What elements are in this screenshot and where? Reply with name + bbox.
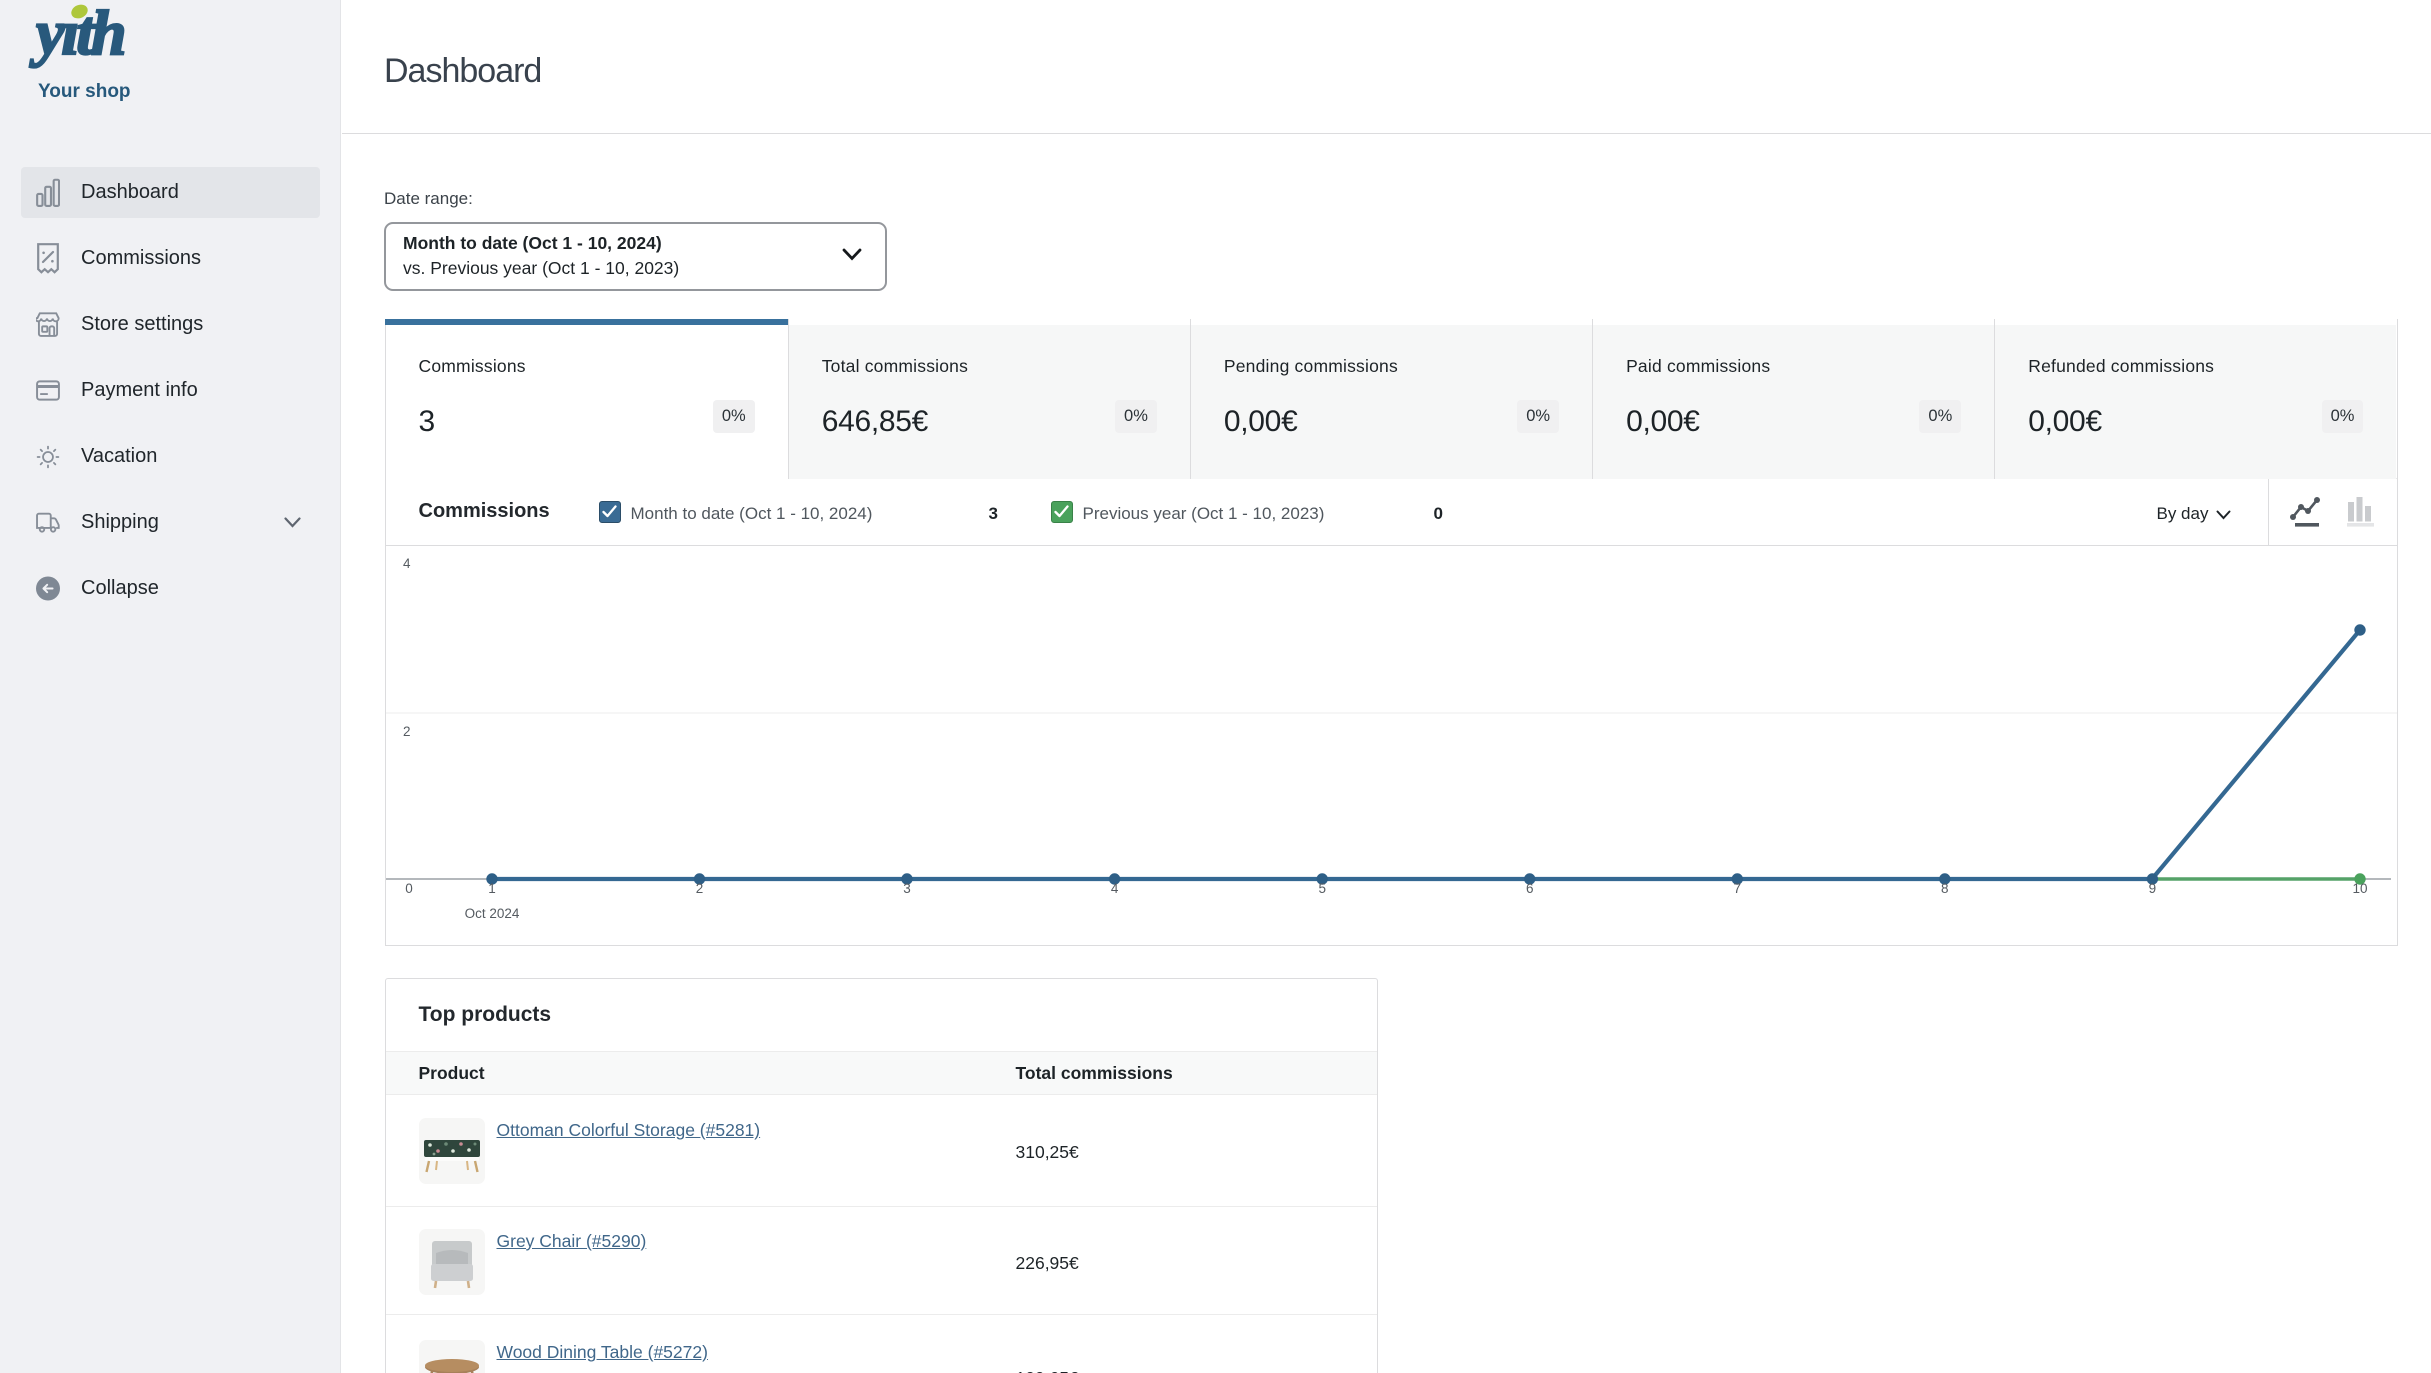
svg-text:1: 1 (488, 881, 496, 896)
svg-text:8: 8 (1941, 881, 1949, 896)
svg-text:4: 4 (1110, 881, 1118, 896)
svg-text:0: 0 (405, 881, 413, 896)
svg-text:2: 2 (695, 881, 703, 896)
svg-text:10: 10 (2352, 881, 2367, 896)
svg-text:6: 6 (1525, 881, 1533, 896)
svg-text:9: 9 (2148, 881, 2156, 896)
svg-text:2: 2 (403, 724, 411, 739)
svg-text:3: 3 (903, 881, 911, 896)
svg-text:5: 5 (1318, 881, 1326, 896)
svg-text:4: 4 (403, 556, 411, 571)
svg-text:7: 7 (1733, 881, 1741, 896)
svg-text:Oct 2024: Oct 2024 (464, 906, 519, 921)
